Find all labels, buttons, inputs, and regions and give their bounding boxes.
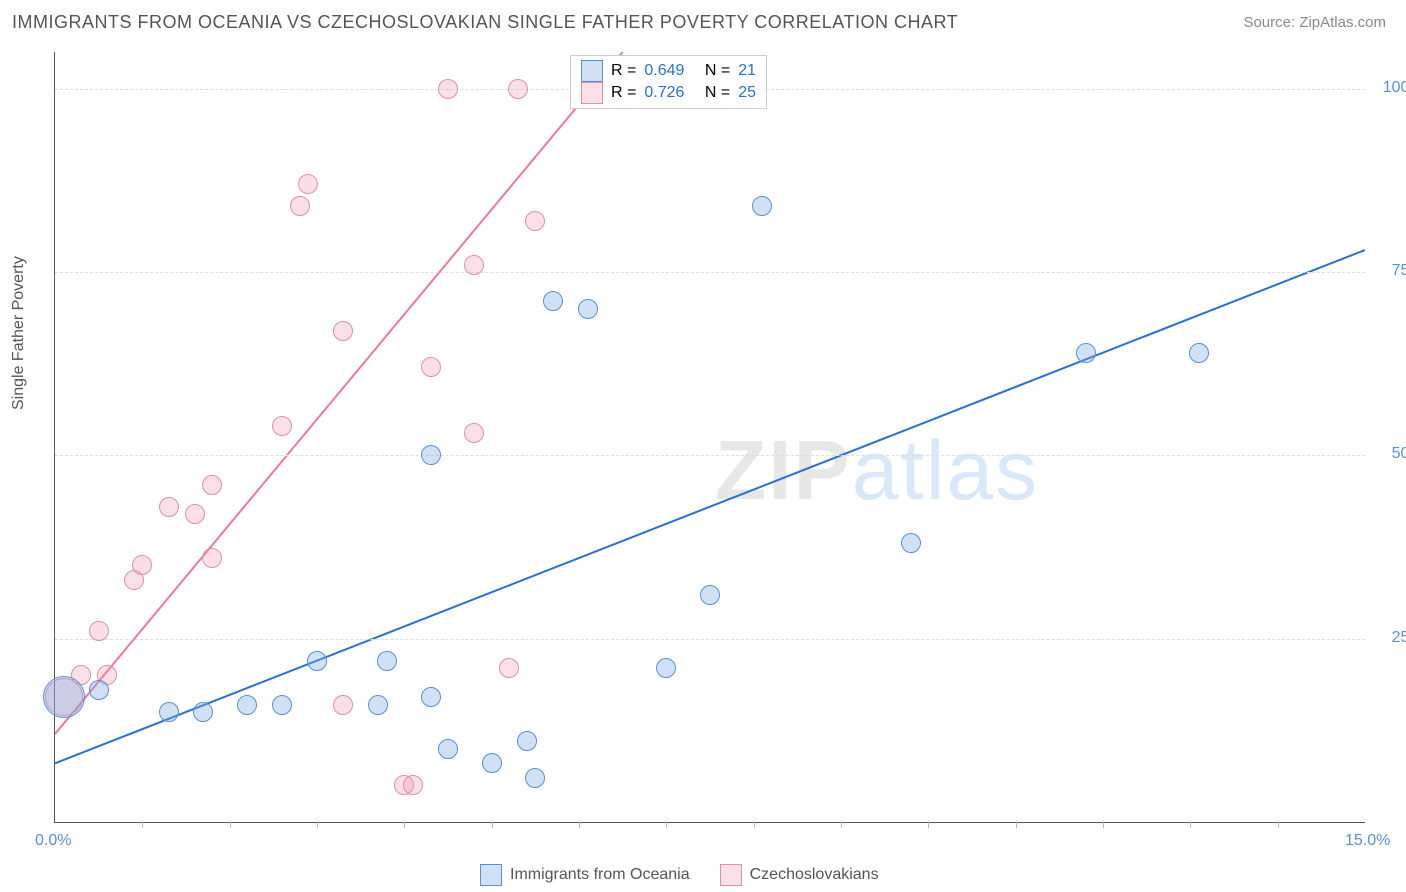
data-point	[438, 79, 458, 99]
data-point	[89, 621, 109, 641]
data-point	[307, 651, 327, 671]
data-point	[1189, 343, 1209, 363]
data-point	[752, 196, 772, 216]
data-point	[368, 695, 388, 715]
y-tick-label: 50.0%	[1392, 445, 1406, 463]
x-tick-label: 15.0%	[1345, 832, 1390, 850]
chart-title: IMMIGRANTS FROM OCEANIA VS CZECHOSLOVAKI…	[12, 12, 958, 33]
data-point	[421, 357, 441, 377]
data-point	[272, 416, 292, 436]
data-point	[901, 533, 921, 553]
swatch-czech	[581, 82, 603, 104]
data-point	[237, 695, 257, 715]
data-point	[543, 291, 563, 311]
correlation-legend: R = 0.649 N = 21 R = 0.726 N = 25	[570, 55, 767, 109]
data-point	[202, 548, 222, 568]
data-point	[508, 79, 528, 99]
data-point	[656, 658, 676, 678]
data-point	[298, 174, 318, 194]
swatch-czech-icon	[720, 864, 742, 886]
data-point	[333, 321, 353, 341]
source-label: Source: ZipAtlas.com	[1243, 14, 1386, 31]
plot-area: ZIPatlas 25.0%50.0%75.0%100.0%0.0%15.0%	[54, 52, 1365, 823]
data-point	[193, 702, 213, 722]
data-point	[1076, 343, 1096, 363]
legend-row-oceania: R = 0.649 N = 21	[581, 60, 756, 82]
data-point	[89, 680, 109, 700]
data-point	[290, 196, 310, 216]
n-value-oceania: 21	[738, 62, 756, 80]
data-point	[403, 775, 423, 795]
data-point	[333, 695, 353, 715]
data-point	[578, 299, 598, 319]
swatch-oceania	[581, 60, 603, 82]
data-point	[272, 695, 292, 715]
data-point	[499, 658, 519, 678]
data-point	[482, 753, 502, 773]
data-point	[159, 702, 179, 722]
y-axis-label: Single Father Poverty	[10, 256, 28, 410]
data-point	[464, 255, 484, 275]
data-point	[132, 555, 152, 575]
x-tick-label: 0.0%	[35, 832, 71, 850]
y-tick-label: 75.0%	[1392, 262, 1406, 280]
data-point	[700, 585, 720, 605]
r-value-czech: 0.726	[644, 84, 684, 102]
data-point	[202, 475, 222, 495]
data-point	[438, 739, 458, 759]
data-point	[464, 423, 484, 443]
data-point	[525, 768, 545, 788]
legend-row-czech: R = 0.726 N = 25	[581, 82, 756, 104]
legend-label-oceania: Immigrants from Oceania	[510, 866, 690, 883]
data-point	[43, 676, 85, 718]
data-point	[421, 687, 441, 707]
series-legend: Immigrants from Oceania Czechoslovakians	[480, 864, 879, 886]
swatch-oceania-icon	[480, 864, 502, 886]
data-point	[517, 731, 537, 751]
data-point	[185, 504, 205, 524]
r-value-oceania: 0.649	[644, 62, 684, 80]
n-value-czech: 25	[738, 84, 756, 102]
y-tick-label: 100.0%	[1383, 79, 1406, 97]
data-point	[377, 651, 397, 671]
data-point	[159, 497, 179, 517]
legend-label-czech: Czechoslovakians	[750, 866, 879, 883]
data-point	[525, 211, 545, 231]
y-tick-label: 25.0%	[1392, 629, 1406, 647]
data-point	[421, 445, 441, 465]
